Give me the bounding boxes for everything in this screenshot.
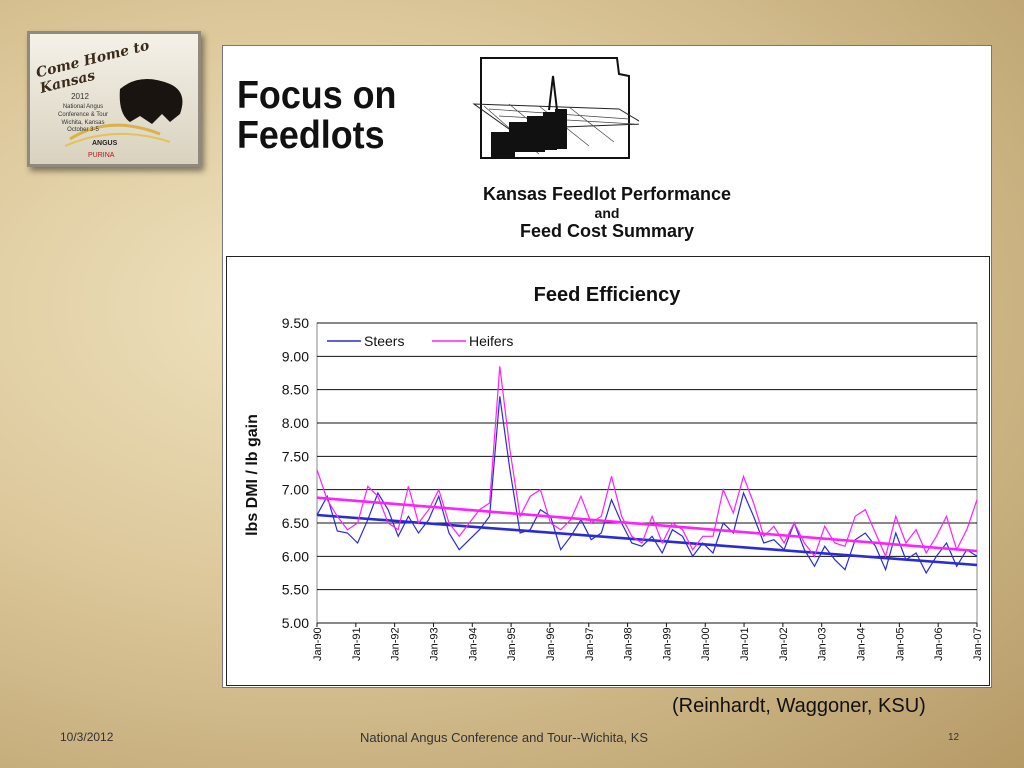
kansas-feedlot-icon [472, 57, 639, 159]
series-lines [316, 366, 978, 575]
plot-area [316, 322, 978, 624]
slide-number: 12 [948, 732, 960, 743]
bison-icon [64, 79, 183, 147]
x-tick-label: Jan-01 [739, 627, 751, 661]
figure-panel: Focus on Feedlots Kansas Feedlot Perform… [222, 45, 992, 688]
y-tick-label: 8.50 [282, 382, 309, 398]
y-tick-label: 9.50 [282, 315, 309, 331]
y-axis-label: lbs DMI / lb gain [244, 414, 261, 536]
x-tick-label: Jan-06 [933, 627, 945, 661]
feed-efficiency-chart: Feed Efficiency lbs DMI / lb gain 9.509.… [244, 284, 984, 661]
y-tick-labels: 9.50 9.00 8.50 8.00 7.50 7.00 6.50 6.00 5.50 5.00 [282, 315, 309, 631]
logo-brand-purina: PURINA [88, 152, 115, 159]
trendline-steers [316, 513, 978, 567]
legend-label-steers: Steers [364, 333, 404, 349]
legend-label-heifers: Heifers [469, 333, 513, 349]
x-tick-label: Jan-92 [390, 627, 402, 661]
x-tick-label: Jan-96 [545, 627, 557, 661]
x-tick-label: Jan-04 [856, 627, 868, 661]
report-title-line-3: Feed Cost Summary [519, 221, 695, 241]
gridlines [316, 322, 978, 624]
chart-title: Feed Efficiency [534, 284, 682, 306]
logo-brand-angus: ANGUS [92, 140, 118, 147]
x-tick-label: Jan-93 [428, 627, 440, 661]
y-tick-label: 5.00 [282, 615, 309, 631]
x-tick-label: Jan-91 [351, 627, 363, 661]
x-tick-label: Jan-02 [778, 627, 790, 661]
x-tick-label: Jan-97 [584, 627, 596, 661]
y-tick-label: 9.00 [282, 348, 309, 364]
citation: (Reinhardt, Waggoner, KSU) [672, 695, 926, 717]
x-tick-label: Jan-90 [312, 627, 324, 661]
trendline-heifers [316, 496, 978, 553]
footer-title: National Angus Conference and Tour--Wich… [360, 730, 649, 745]
x-tick-label: Jan-94 [467, 627, 479, 661]
y-tick-label: 7.50 [282, 448, 309, 464]
y-tick-label: 6.50 [282, 515, 309, 531]
x-tick-label: Jan-03 [817, 627, 829, 661]
logo-line-2: Conference & Tour [58, 112, 108, 118]
x-tick-label: Jan-07 [972, 627, 984, 661]
report-title-line-1: Kansas Feedlot Performance [482, 184, 732, 204]
y-tick-label: 7.00 [282, 482, 309, 498]
report-title-line-2: and [594, 205, 620, 221]
x-tick-label: Jan-00 [700, 627, 712, 661]
footer-date: 10/3/2012 [60, 730, 114, 744]
series-line-heifers [316, 366, 978, 559]
logo-line-1: National Angus [62, 104, 104, 110]
chart-legend: Steers Heifers [327, 333, 513, 349]
focus-on-feedlots-title: Focus on Feedlots [237, 76, 396, 156]
x-tick-label: Jan-05 [894, 627, 906, 661]
x-tick-labels: Jan-90 Jan-91 Jan-92 Jan-93 Jan-94 Jan-95 Jan-… [312, 623, 984, 661]
conference-logo: Come Home to Kansas 2012 National Angus … [27, 31, 201, 167]
x-tick-label: Jan-98 [623, 627, 635, 661]
logo-line-3: Wichita, Kansas [61, 120, 105, 126]
chart-frame: Feed Efficiency lbs DMI / lb gain 9.50 9.… [226, 256, 990, 686]
focus-line-1: Focus on [237, 74, 397, 117]
y-tick-label: 8.00 [282, 415, 309, 431]
report-title: Kansas Feedlot Performance and Feed Cost… [223, 184, 991, 242]
logo-year: 2012 [71, 92, 89, 101]
logo-line-4: October 3-5 [67, 127, 99, 133]
y-tick-label: 6.00 [282, 548, 309, 564]
x-tick-label: Jan-99 [661, 627, 673, 661]
x-tick-label: Jan-95 [506, 627, 518, 661]
y-tick-label: 5.50 [282, 582, 309, 598]
focus-line-2: Feedlots [237, 114, 385, 157]
